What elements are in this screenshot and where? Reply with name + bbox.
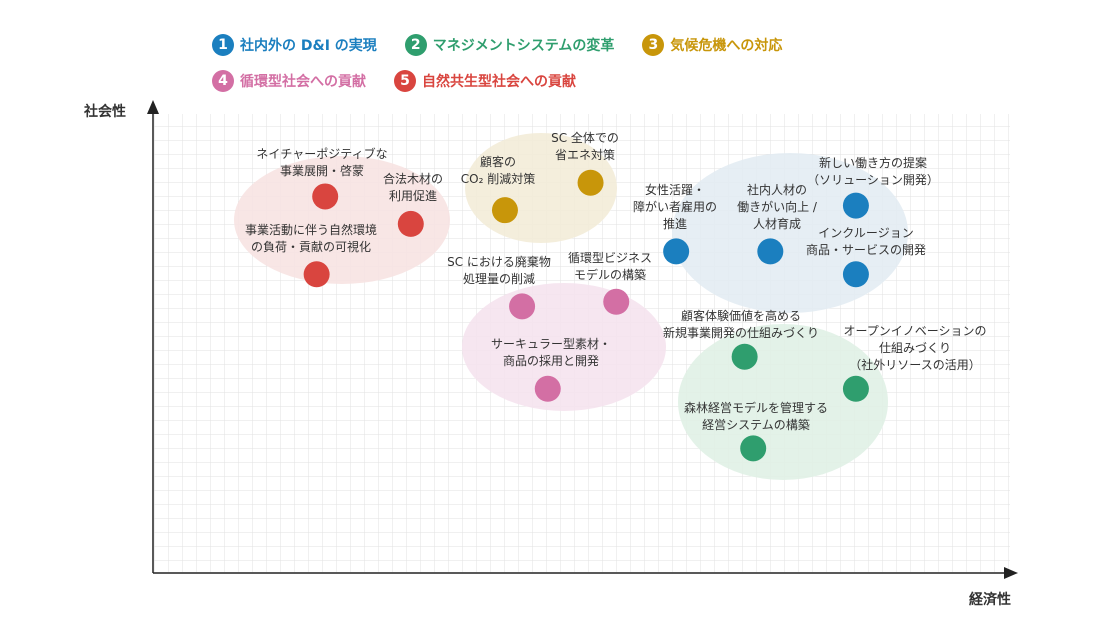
point-label-line: 省エネ対策 [555,148,615,162]
legend-item-2: 2 マネジメントシステムの変革 [404,34,615,56]
data-point [397,210,424,237]
point-label: オープンイノベーションの仕組みづくり （社外リソースの活用） [843,324,986,372]
point-label-line: インクルージョン [818,226,913,240]
point-label: 社内人材の働きがい向上 / 人材育成 [737,182,818,231]
point-label: SC における廃棄物処理量の削減 [447,254,551,286]
point-label: 顧客体験価値を高める新規事業開発の仕組みづくり [663,308,819,340]
data-point [757,238,784,265]
legend-badge-2: 2 [404,34,427,56]
data-point [842,375,869,402]
point-label-line: 顧客体験価値を高める [681,308,801,323]
data-point [842,192,869,219]
x-axis-arrow [1004,567,1018,579]
point-label-line: CO₂ 削減対策 [461,171,535,186]
point-label-line: 新しい働き方の提案 [819,155,927,170]
legend-item-5: 5 自然共生型社会への貢献 [394,70,576,92]
legend-label-4: 循環型社会への貢献 [240,74,366,90]
point-label: 循環型ビジネスモデルの構築 [568,251,652,282]
legend-badge-1: 1 [212,34,234,56]
point-label-line: 事業活動に伴う自然環境 [245,222,377,237]
point-label-line: 森林経営モデルを管理する [684,400,828,415]
legend-item-4: 4 循環型社会への貢献 [212,70,366,92]
legend-label-3: 気候危機への対応 [670,38,783,54]
point-label-line: モデルの構築 [574,267,646,282]
legend-row-1: 1 社内外の D&I の実現 2 マネジメントシステムの変革 3 気候危機への対… [212,30,912,60]
point-label-line: 処理量の削減 [463,271,535,286]
point-label-line: 仕組みづくり [879,341,951,355]
legend-badge-3: 3 [642,34,665,56]
legend-item-1: 1 社内外の D&I の実現 [212,34,377,56]
point-label-line: 障がい者雇用の [633,199,717,214]
point-label-line: 経営システムの構築 [702,417,810,432]
point-label: インクルージョン商品・サービスの開発 [806,226,926,257]
data-point [731,343,758,370]
x-axis-label: 経済性 [969,591,1011,608]
data-point [842,261,869,288]
point-label: 新しい働き方の提案 （ソリューション開発） [807,155,939,187]
data-point [491,197,518,224]
data-point [534,375,561,402]
data-point [577,169,604,196]
point-label-line: 人材育成 [753,216,801,231]
legend-badge-4: 4 [212,70,234,92]
data-point [509,293,536,320]
point-label-line: 循環型ビジネス [568,251,652,265]
point-label-line: 事業展開・啓蒙 [280,163,364,178]
point-label: 森林経営モデルを管理する経営システムの構築 [684,400,828,432]
y-axis-label: 社会性 [83,103,126,120]
legend: 1 社内外の D&I の実現 2 マネジメントシステムの変革 3 気候危機への対… [212,30,912,102]
point-label-line: （ソリューション開発） [807,173,939,187]
point-label: 女性活躍・障がい者雇用の推進 [633,182,717,231]
data-point [303,261,330,288]
point-label-line: 新規事業開発の仕組みづくり [663,325,819,340]
point-label-line: の負荷・貢献の可視化 [251,239,371,254]
point-label: サーキュラー型素材・商品の採用と開発 [491,337,611,368]
point-label-line: オープンイノベーションの [843,324,986,338]
legend-label-2: マネジメントシステムの変革 [432,38,615,54]
point-label-line: SC における廃棄物 [447,254,551,269]
point-label: 事業活動に伴う自然環境の負荷・貢献の可視化 [245,222,377,254]
point-label-line: 商品・サービスの開発 [806,242,926,257]
point-label-line: サーキュラー型素材・ [491,337,611,351]
legend-row-2: 4 循環型社会への貢献 5 自然共生型社会への貢献 [212,66,912,96]
legend-label-1: 社内外の D&I の実現 [240,38,377,54]
y-axis-arrow [147,100,159,114]
points-layer [303,169,869,462]
point-label-line: 働きがい向上 / [737,199,818,214]
point-label: 顧客の CO₂ 削減対策 [461,154,535,186]
data-point [312,183,339,210]
point-label-line: 合法木材の [383,171,443,186]
point-label-line: 利用促進 [389,189,437,203]
point-label-line: ネイチャーポジティブな [256,146,387,161]
point-label-line: 社内人材の [747,182,807,197]
cluster-5 [234,156,450,284]
point-label: ネイチャーポジティブな事業展開・啓蒙 [256,146,387,178]
point-label: SC 全体での省エネ対策 [551,130,619,162]
point-label-line: 女性活躍・ [645,182,705,197]
point-label: 合法木材の利用促進 [383,171,443,203]
point-label-line: 推進 [663,217,687,231]
legend-label-5: 自然共生型社会への貢献 [422,74,576,90]
legend-item-3: 3 気候危機への対応 [642,34,782,56]
cluster-2 [678,324,888,480]
legend-badge-5: 5 [394,70,416,92]
point-label-line: 商品の採用と開発 [503,353,599,368]
data-point [663,238,690,265]
point-label-line: 顧客の [480,154,516,169]
point-label-line: （社外リソースの活用） [849,357,980,372]
data-point [740,435,767,462]
point-label-line: SC 全体での [551,130,619,145]
data-point [603,288,630,315]
labels-layer: ネイチャーポジティブな事業展開・啓蒙合法木材の利用促進事業活動に伴う自然環境の負… [245,130,987,432]
